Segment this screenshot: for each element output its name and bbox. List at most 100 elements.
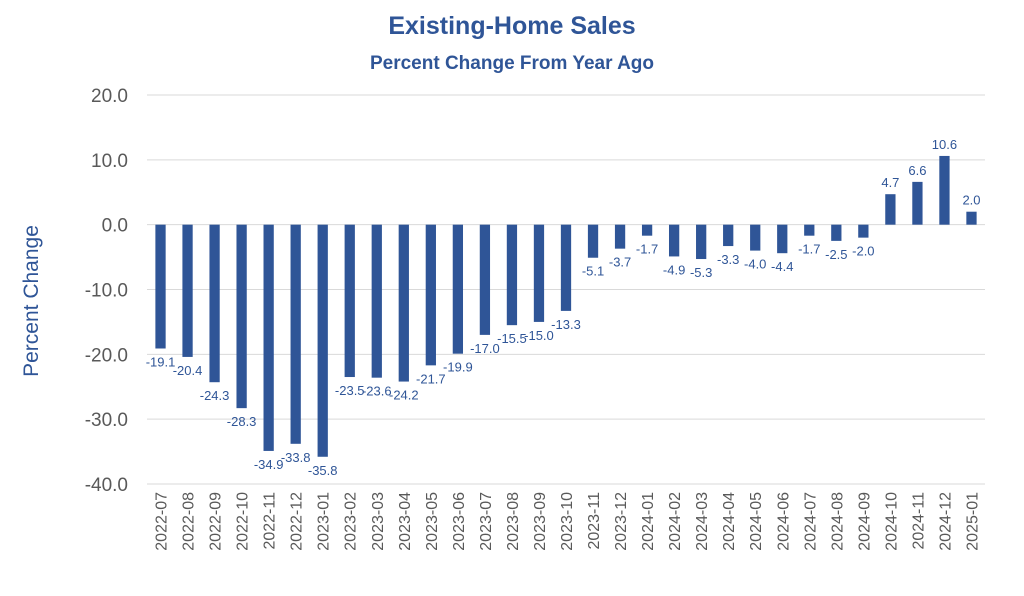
y-tick-label: -20.0 [85,345,128,366]
x-tick-label: 2024-12 [937,492,954,551]
data-label: -4.0 [744,257,766,272]
data-label: -17.0 [470,341,500,356]
bar-2023-09 [533,224,545,322]
chart-title: Existing-Home Sales [388,12,635,40]
x-tick-label: 2024-06 [775,492,792,551]
y-tick-label: -40.0 [85,475,128,496]
x-tick-label: 2023-08 [505,492,522,551]
x-tick-label: 2022-10 [235,492,252,551]
data-label: -4.4 [771,259,793,274]
bar-2024-06 [777,224,788,254]
bar-2024-05 [750,224,761,251]
bars [155,155,977,457]
x-tick-label: 2022-09 [208,492,225,551]
bar-2023-05 [425,224,436,366]
x-tick-label: 2023-11 [586,492,603,550]
bar-2024-02 [668,224,680,257]
x-tick-label: 2024-10 [883,492,900,551]
x-tick-label: 2024-11 [910,492,927,550]
bar-2025-01 [966,211,977,225]
x-tick-label: 2023-02 [343,492,360,551]
x-tick-label: 2024-09 [856,492,873,551]
chart-subtitle: Percent Change From Year Ago [370,53,654,74]
data-label: -5.3 [690,265,712,280]
data-label: -24.3 [200,388,230,403]
y-tick-label: 20.0 [91,86,128,107]
bar-2023-02 [344,224,355,378]
x-tick-label: 2023-04 [397,492,414,551]
x-tick-label: 2023-05 [424,492,441,551]
x-tick-label: 2022-11 [262,492,279,550]
data-label: -28.3 [227,414,257,429]
data-label: 6.6 [908,163,926,178]
bar-2024-09 [858,224,869,238]
y-tick-label: -30.0 [85,410,128,431]
bar-2022-08 [182,224,193,357]
y-tick-label: -10.0 [85,281,128,302]
data-label: -3.7 [609,255,631,270]
x-tick-label: 2024-03 [694,492,711,551]
bar-2024-11 [912,181,923,225]
bar-2024-04 [723,224,734,247]
x-tick-label: 2023-01 [316,492,333,551]
bar-2023-01 [317,224,328,457]
data-label: -1.7 [636,242,658,257]
bar-2022-12 [290,224,301,444]
data-label: 10.6 [932,137,957,152]
bar-2023-10 [560,224,572,311]
x-axis-ticks: 2022-07 2022-08 2022-09 2022-10 2022-11 2022-… [154,492,982,551]
data-label: 2.0 [962,193,980,208]
data-label: -2.0 [852,244,874,259]
x-tick-label: 2022-12 [289,492,306,551]
bar-2023-08 [506,224,518,326]
bar-2023-11 [587,224,599,258]
data-label: -21.7 [416,371,446,386]
x-tick-label: 2023-09 [532,492,549,551]
bar-2023-06 [452,224,464,354]
data-label: -33.8 [281,450,311,465]
bar-2022-11 [263,224,274,451]
data-label: -24.2 [389,388,419,403]
y-tick-label: 10.0 [91,151,128,172]
x-tick-label: 2023-03 [370,492,387,551]
bar-2024-01 [641,224,653,236]
bar-2022-10 [236,224,247,409]
bar-2022-09 [209,224,220,383]
bar-2024-03 [696,224,707,260]
x-tick-label: 2022-07 [154,492,171,551]
data-label: -34.9 [254,457,284,472]
data-label: -19.1 [146,354,176,369]
data-label: -35.8 [308,463,338,478]
data-label: -15.5 [497,331,527,346]
bar-2024-07 [804,224,815,236]
data-label: -3.3 [717,252,739,267]
data-label: -13.3 [551,317,581,332]
x-tick-label: 2023-07 [478,492,495,551]
x-tick-label: 2024-04 [721,492,738,551]
data-label: -20.4 [173,363,203,378]
data-label: -19.9 [443,360,473,375]
x-tick-label: 2024-07 [802,492,819,551]
data-label: -5.1 [582,264,604,279]
y-axis-ticks: 20.0 10.0 0.0 -10.0 -20.0 -30.0 -40.0 [85,86,128,496]
x-tick-label: 2023-10 [559,492,576,551]
bar-2023-12 [614,224,626,249]
bar-2024-08 [831,224,842,241]
bar-2022-07 [155,224,166,349]
data-label: -15.0 [524,328,554,343]
bar-2024-12 [939,155,950,225]
bar-2024-10 [885,194,896,225]
x-tick-label: 2024-08 [829,492,846,551]
x-tick-label: 2023-12 [613,492,630,551]
x-tick-label: 2024-05 [748,492,765,551]
x-tick-label: 2023-06 [451,492,468,551]
data-label: 4.7 [881,175,899,190]
data-label: -2.5 [825,247,847,262]
bar-2023-04 [398,224,409,382]
data-labels: -19.1-20.4 -24.3 -28.3 -34.9-33.8-35.8 -23.5… [146,137,981,478]
y-tick-label: 0.0 [102,216,128,237]
data-label: -4.9 [663,262,685,277]
y-axis-label: Percent Change [20,225,43,377]
x-tick-label: 2024-01 [640,492,657,551]
